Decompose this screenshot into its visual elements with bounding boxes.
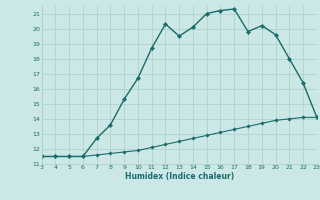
X-axis label: Humidex (Indice chaleur): Humidex (Indice chaleur) <box>124 172 234 181</box>
